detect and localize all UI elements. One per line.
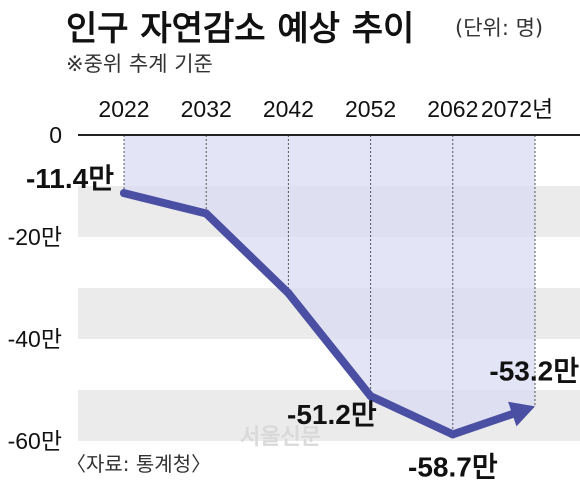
- data-point-2042: [284, 289, 293, 298]
- x-tick-2052: 2052: [345, 96, 396, 122]
- vertical-guide-lines: [123, 135, 536, 435]
- unit-label: (단위: 명): [455, 16, 543, 40]
- data-point-2022: [120, 189, 128, 198]
- data-label-2072: -53.2만: [489, 355, 579, 386]
- data-points: [120, 189, 457, 439]
- area-fill: [124, 135, 535, 435]
- y-tick-1: -20만: [8, 224, 62, 250]
- source-note: 〈자료: 통계청〉: [66, 452, 211, 476]
- data-point-2032: [202, 209, 211, 218]
- x-tick-2062: 2062: [427, 96, 478, 122]
- data-point-2062: [448, 430, 457, 439]
- x-tick-labels: 2022 2032 2042 2052 2062 2072년: [98, 96, 553, 122]
- data-point-2052: [366, 392, 375, 401]
- shaded-area: [124, 135, 535, 435]
- y-tick-labels: 0 -20만 -40만 -60만: [8, 122, 62, 454]
- chart-title: 인구 자연감소 예상 추이: [66, 9, 414, 49]
- data-label-2062: -58.7만: [408, 451, 498, 481]
- series-line: [120, 189, 535, 439]
- x-tick-2032: 2032: [181, 96, 232, 122]
- chart-subtitle: ※중위 추계 기준: [66, 52, 213, 76]
- data-label-2052: -51.2만: [287, 399, 377, 430]
- x-tick-2022: 2022: [98, 96, 149, 122]
- watermark: 서울신문: [240, 425, 321, 450]
- y-tick-2: -40만: [8, 326, 62, 352]
- x-tick-2072: 2072년: [481, 96, 553, 122]
- data-label-2022: -11.4만: [26, 163, 114, 194]
- x-tick-2042: 2042: [263, 96, 314, 122]
- y-tick-3: -60만: [8, 428, 62, 454]
- y-tick-0: 0: [49, 122, 62, 148]
- series-path: [120, 189, 519, 439]
- arrow-head: [508, 401, 535, 427]
- data-labels: -11.4만 -51.2만 -58.7만 -53.2만: [26, 163, 579, 481]
